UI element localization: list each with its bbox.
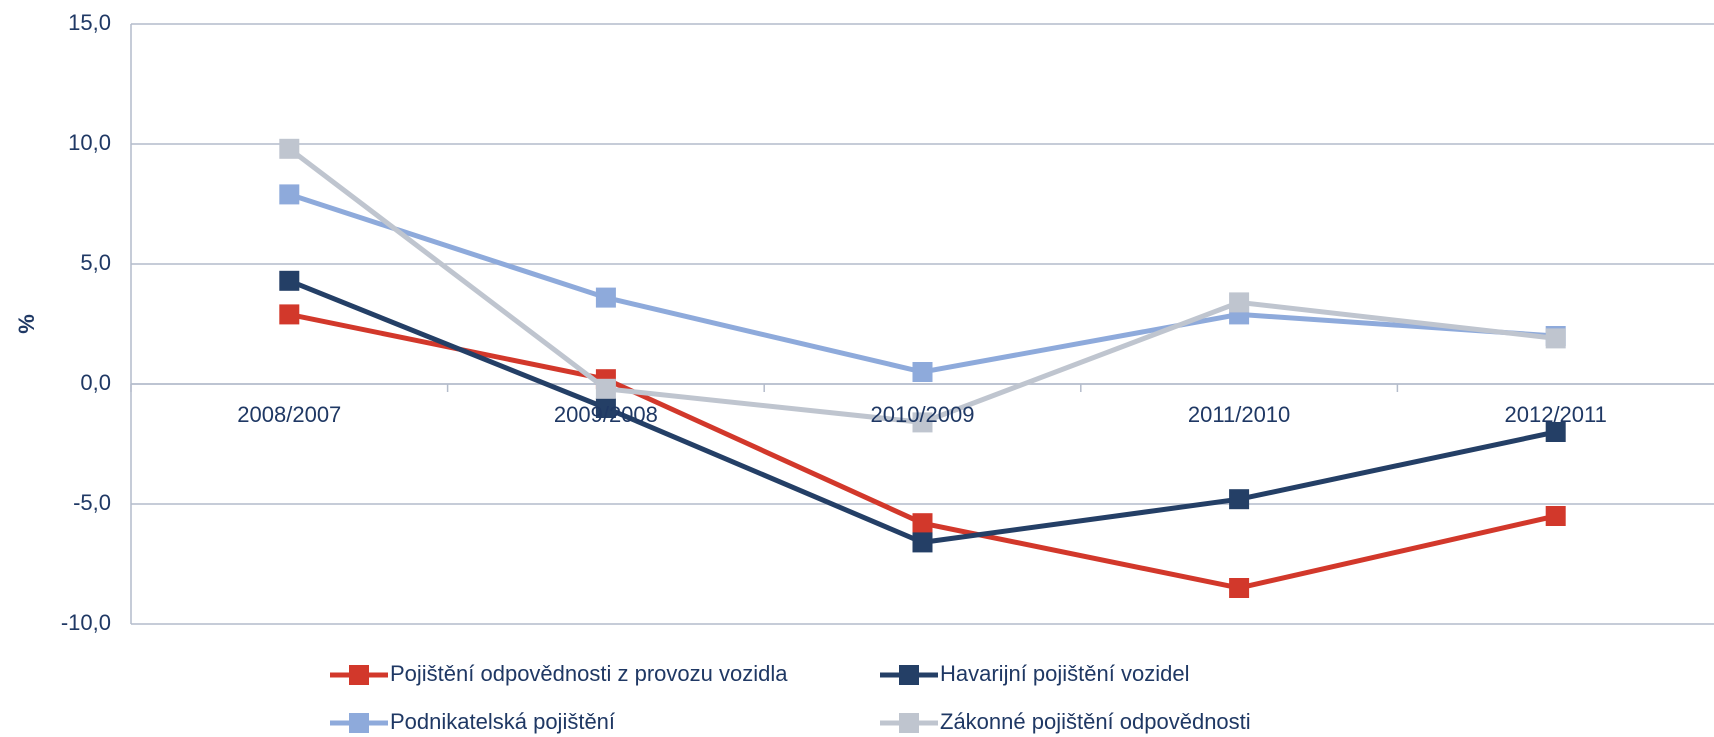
x-tick-label: 2011/2010 <box>1188 402 1290 427</box>
legend-marker <box>899 665 919 685</box>
legend-marker <box>899 713 919 733</box>
y-tick-label: 5,0 <box>80 250 111 275</box>
y-tick-label: 10,0 <box>68 130 111 155</box>
legend-label: Havarijní pojištění vozidel <box>940 661 1189 686</box>
data-point <box>1545 328 1566 349</box>
legend-label: Pojištění odpovědnosti z provozu vozidla <box>390 661 788 686</box>
y-axis-label: % <box>14 314 39 334</box>
y-tick-label: -10,0 <box>61 610 111 635</box>
y-tick-label: 15,0 <box>68 10 111 35</box>
data-point <box>1545 506 1566 526</box>
data-point <box>1229 292 1250 313</box>
data-point <box>279 270 300 291</box>
y-tick-label: -5,0 <box>73 490 111 515</box>
data-point <box>912 513 933 534</box>
data-point <box>279 138 300 159</box>
data-point <box>1229 489 1250 510</box>
data-point <box>595 287 616 308</box>
x-tick-label: 2009/2008 <box>554 402 658 427</box>
y-tick-label: 0,0 <box>80 370 111 395</box>
data-point <box>912 412 933 433</box>
x-tick-label: 2012/2011 <box>1505 402 1607 427</box>
data-point <box>1229 578 1250 598</box>
legend-marker <box>349 665 369 685</box>
x-tick-label: 2010/2009 <box>871 402 975 427</box>
data-point <box>279 304 300 325</box>
data-point <box>912 532 933 553</box>
series-line <box>288 192 1556 375</box>
legend-label: Zákonné pojištění odpovědnosti <box>940 709 1251 734</box>
data-point <box>279 184 300 205</box>
legend-marker <box>349 713 369 733</box>
x-tick-label: 2008/2007 <box>237 402 341 427</box>
data-point <box>595 378 616 399</box>
data-point <box>595 398 616 418</box>
legend-label: Podnikatelská pojištění <box>390 709 615 734</box>
data-point <box>912 362 933 382</box>
data-point <box>1545 422 1566 442</box>
